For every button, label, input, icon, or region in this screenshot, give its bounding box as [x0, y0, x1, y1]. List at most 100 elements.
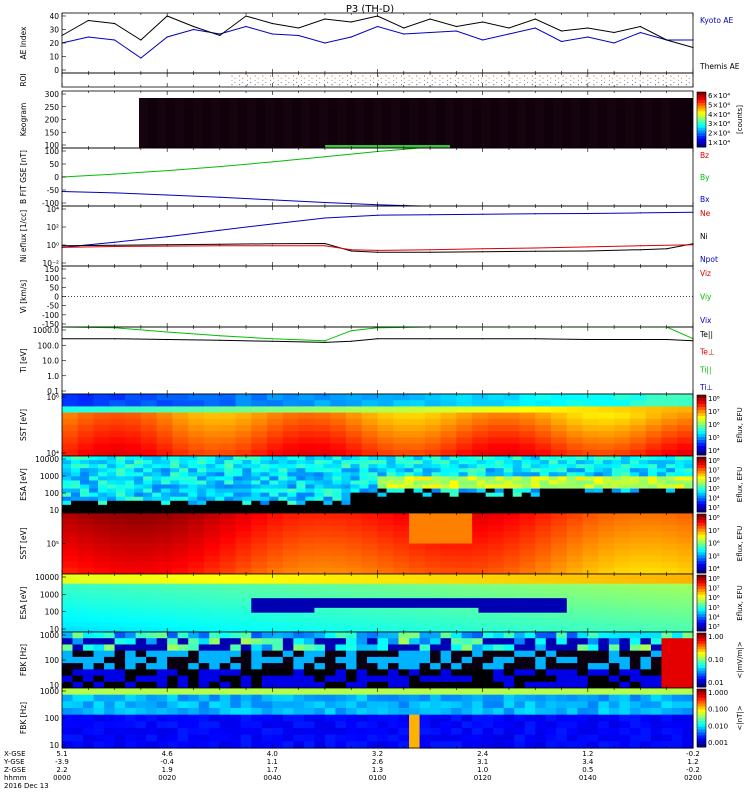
spectrogram-cell [440, 721, 452, 729]
spectrogram-cell [642, 607, 656, 614]
spectrogram-cell [449, 472, 460, 477]
spectrogram-cell [140, 400, 158, 407]
spectrogram-cell [377, 508, 388, 514]
spectrogram-cell [206, 500, 216, 506]
roi-dot [570, 84, 572, 86]
roi-dot [565, 77, 567, 79]
spectrogram-cell [278, 480, 288, 486]
spectrogram-cell [125, 525, 142, 532]
spectrogram-cell [440, 741, 452, 749]
spectrogram-cell [146, 638, 158, 646]
spectrogram-cell [301, 617, 315, 623]
spectrogram-cell [671, 632, 684, 639]
spectrogram-cell [260, 472, 270, 477]
spectrogram-cell [566, 418, 584, 426]
spectrogram-cell [456, 549, 473, 557]
series-point [508, 27, 510, 29]
spectrogram-cell [476, 508, 487, 514]
spectrogram-cell [364, 598, 379, 604]
spectrogram-cell [503, 437, 521, 445]
spectrogram-cell [104, 650, 116, 658]
spectrogram-cell [104, 734, 116, 742]
spectrogram-cell [393, 555, 410, 563]
spectrogram-cell [143, 464, 153, 469]
spectrogram-cell [296, 468, 306, 473]
spectrogram-cell [213, 574, 227, 580]
spectrogram-cell [440, 456, 451, 461]
spectrogram-cell [472, 543, 489, 551]
spectrogram-cell [261, 728, 273, 736]
roi-dot [242, 77, 244, 79]
spectrogram-cell [62, 525, 79, 532]
spectrogram-cell [98, 480, 108, 486]
spectrogram-cell [282, 656, 294, 664]
spectrogram-cell [503, 500, 514, 506]
spectrogram-cell [251, 500, 261, 506]
spectrogram-cell [143, 504, 153, 510]
spectrogram-cell [582, 567, 599, 575]
roi-dot [678, 75, 680, 77]
spectrogram-cell [125, 688, 137, 696]
spectrogram-cell [557, 500, 568, 506]
roi-dot [231, 84, 233, 86]
spectrogram-cell [87, 622, 101, 628]
spectrogram-cell [551, 543, 568, 551]
spectrogram-cell [80, 472, 90, 477]
spectrogram-cell [487, 531, 505, 538]
spectrogram-cell [278, 460, 288, 465]
spectrogram-cell [458, 500, 469, 506]
colorbar-frame [696, 688, 707, 748]
spectrogram-cell [62, 476, 72, 482]
spectrogram-cell [650, 663, 663, 670]
spectrogram-cell [224, 492, 234, 498]
spectrogram-cell [125, 456, 135, 461]
spectrogram-cell [267, 513, 284, 520]
spectrogram-cell [614, 443, 631, 451]
spectrogram-cell [453, 603, 467, 609]
colorbar-cell [697, 525, 706, 530]
spectrogram-cell [352, 593, 366, 599]
spectrogram-cell [330, 531, 347, 538]
spectrogram-cell [461, 708, 473, 716]
spectrogram-cell [661, 406, 678, 414]
spectrogram-cell [415, 603, 429, 609]
spectrogram-cell [577, 644, 589, 652]
spectrogram-cell [80, 476, 90, 482]
spectrogram-cell [135, 734, 147, 742]
roi-dot [396, 82, 398, 84]
spectrogram-cell [62, 574, 76, 580]
roi-dot [447, 84, 449, 86]
spectrogram-cell [566, 513, 584, 520]
spectrogram-cell [449, 484, 460, 490]
spectrogram-cell [661, 443, 678, 451]
roi-dot [470, 79, 472, 81]
spectrogram-cell [341, 460, 352, 465]
spectrogram-cell [516, 583, 530, 590]
spectrogram-cell [177, 650, 189, 658]
spectrogram-cell [393, 394, 410, 401]
colorbar-cell [697, 575, 706, 579]
spectrogram-cell [602, 456, 613, 461]
spectrogram-cell [93, 644, 105, 652]
spectrogram-cell [419, 656, 431, 664]
spectrogram-cell [485, 460, 496, 465]
spectrogram-cell [494, 492, 505, 498]
spectrogram-cell [135, 714, 147, 722]
roi-dot [527, 82, 529, 84]
roi-dot [634, 77, 636, 79]
spectrogram-cell [200, 607, 215, 614]
spectrogram-cell [491, 588, 505, 594]
series-line-ne [61, 244, 694, 251]
spectrogram-cell [645, 525, 663, 532]
colorbar-cell [697, 470, 706, 474]
colorbar-cell [697, 422, 706, 426]
spectrogram-cell [62, 394, 79, 401]
spectrogram-cell [335, 721, 347, 729]
spectrogram-cell [327, 598, 341, 604]
spectrogram-cell [335, 650, 347, 658]
spectrogram-cell [361, 412, 379, 420]
spectrogram-cell [314, 460, 325, 465]
spectrogram-cell [539, 468, 550, 473]
spectrogram-cell [303, 688, 315, 696]
spectrogram-cell [404, 456, 415, 461]
